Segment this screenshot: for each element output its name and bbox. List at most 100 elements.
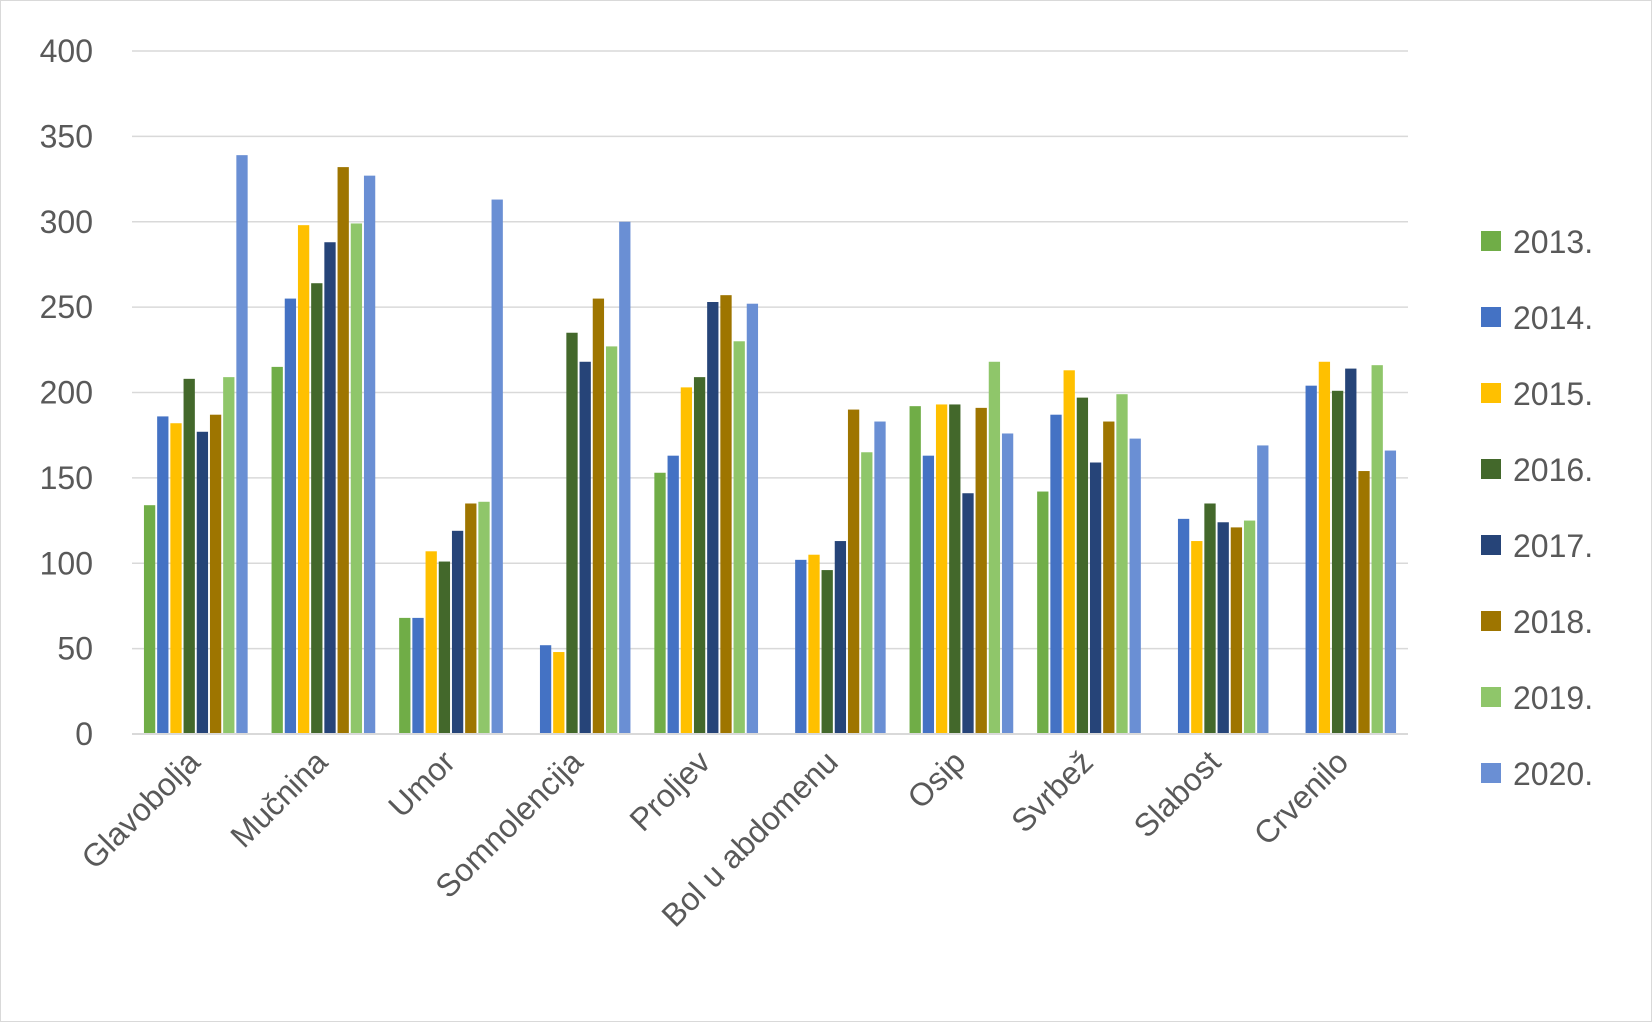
- bar-2018-4: [720, 295, 732, 734]
- bar-2014-3: [539, 645, 552, 734]
- bar-2018-1: [337, 167, 349, 735]
- bar-2017-7: [1089, 462, 1102, 734]
- legend-label: 2017.: [1513, 528, 1593, 564]
- bar-2017-4: [707, 302, 719, 734]
- legend-swatch: [1481, 763, 1501, 783]
- legend-label: 2014.: [1513, 300, 1593, 336]
- legend-swatch: [1481, 231, 1501, 251]
- legend-swatch: [1481, 307, 1501, 327]
- bar-2016-5: [821, 570, 833, 734]
- bar-2014-1: [284, 298, 297, 734]
- legend-swatch: [1481, 611, 1501, 631]
- bar-2019-1: [350, 223, 363, 734]
- bar-2018-5: [847, 409, 860, 734]
- bar-2019-5: [861, 452, 873, 734]
- bar-2017-8: [1217, 522, 1229, 734]
- bar-2018-3: [592, 298, 605, 734]
- bar-2014-7: [1050, 414, 1062, 734]
- bar-2017-5: [834, 541, 847, 734]
- legend-swatch: [1481, 535, 1501, 555]
- bar-2015-4: [680, 387, 693, 734]
- bar-2019-7: [1116, 394, 1128, 734]
- legend-swatch: [1481, 687, 1501, 707]
- y-tick-label: 150: [40, 460, 93, 496]
- bar-2018-9: [1358, 471, 1370, 734]
- bar-2016-6: [949, 404, 961, 734]
- bar-2014-9: [1305, 385, 1317, 734]
- bar-2013-7: [1037, 491, 1049, 734]
- bar-2019-0: [223, 377, 235, 734]
- bar-2015-2: [425, 551, 437, 734]
- bar-2020-4: [746, 303, 759, 734]
- y-tick-label: 400: [40, 33, 93, 69]
- bar-2019-4: [733, 341, 745, 734]
- y-tick-label: 0: [75, 716, 93, 752]
- bar-2018-2: [465, 503, 477, 734]
- bar-2015-7: [1063, 370, 1075, 734]
- bar-2015-9: [1318, 361, 1331, 734]
- bar-2016-2: [438, 561, 451, 734]
- bar-2017-1: [324, 242, 336, 735]
- y-tick-label: 50: [57, 631, 93, 667]
- y-tick-label: 300: [40, 204, 93, 240]
- bar-2015-5: [808, 554, 820, 734]
- legend-label: 2018.: [1513, 604, 1593, 640]
- bar-2014-5: [795, 559, 807, 734]
- bar-2018-8: [1230, 527, 1243, 734]
- bar-2014-0: [157, 416, 169, 734]
- bar-2014-2: [412, 617, 424, 734]
- x-category-label: Mučnina: [223, 743, 334, 854]
- bar-2016-3: [566, 332, 578, 734]
- bar-2019-9: [1371, 365, 1383, 734]
- x-category-label: Crvenilo: [1247, 743, 1355, 851]
- x-category-label: Proljev: [623, 743, 718, 838]
- bar-2016-0: [183, 378, 195, 734]
- bar-2020-0: [236, 155, 248, 735]
- y-tick-label: 200: [40, 375, 93, 411]
- bar-2013-1: [271, 366, 283, 734]
- bar-2015-0: [170, 423, 182, 734]
- bar-2020-1: [363, 175, 376, 734]
- bar-2019-8: [1243, 520, 1256, 734]
- bar-2020-6: [1001, 433, 1014, 734]
- legend-label: 2020.: [1513, 756, 1593, 792]
- bar-2013-2: [399, 617, 411, 734]
- bar-2013-4: [654, 472, 666, 734]
- bar-2017-9: [1345, 368, 1357, 734]
- bar-2016-7: [1076, 397, 1089, 734]
- bar-2015-8: [1191, 541, 1203, 734]
- bar-2015-3: [553, 652, 565, 734]
- legend-label: 2019.: [1513, 680, 1593, 716]
- legend-label: 2016.: [1513, 452, 1593, 488]
- bar-2017-2: [451, 530, 464, 734]
- bar-2016-8: [1204, 503, 1216, 734]
- bar-2019-3: [605, 346, 618, 734]
- bar-2013-6: [909, 406, 921, 734]
- bar-2015-6: [935, 404, 948, 734]
- bar-2019-6: [988, 361, 1001, 734]
- bar-2014-8: [1177, 518, 1190, 734]
- x-category-label: Svrbež: [1004, 743, 1100, 839]
- y-tick-label: 100: [40, 545, 93, 581]
- legend-label: 2015.: [1513, 376, 1593, 412]
- bar-2020-2: [491, 199, 503, 735]
- bar-2018-7: [1103, 421, 1115, 734]
- legend-swatch: [1481, 383, 1501, 403]
- x-category-label: Slabost: [1127, 743, 1228, 844]
- bar-2017-6: [962, 493, 974, 734]
- legend-label: 2013.: [1513, 224, 1593, 260]
- bar-2015-1: [297, 225, 310, 735]
- bar-2020-8: [1257, 445, 1269, 734]
- bar-2014-6: [922, 455, 935, 734]
- x-category-label: Glavobolja: [74, 743, 207, 876]
- y-tick-label: 250: [40, 289, 93, 325]
- bar-2018-6: [975, 407, 987, 734]
- bar-2019-2: [478, 501, 490, 734]
- bar-2018-0: [209, 414, 222, 734]
- legend-swatch: [1481, 459, 1501, 479]
- bar-2020-3: [619, 221, 631, 734]
- bar-2016-4: [693, 377, 706, 734]
- bar-2020-5: [874, 421, 886, 734]
